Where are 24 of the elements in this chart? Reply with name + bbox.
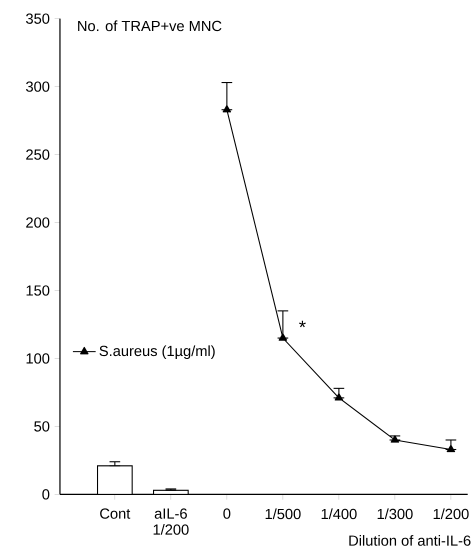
y-axis-title: No. of TRAP+ve MNC [78, 20, 222, 32]
y-tick-label: 250 [26, 149, 50, 160]
x-tick-label: 0 [224, 508, 230, 519]
x-tick-label: 1/200 [434, 508, 469, 520]
point [390, 435, 400, 443]
point [222, 104, 232, 112]
x-tick-label: aIL-6 1/200 [154, 508, 189, 535]
y-tick-label: 100 [26, 353, 50, 364]
y-tick-label: 0 [42, 489, 50, 500]
y-tick-label: 150 [26, 285, 50, 296]
y-tick-label: 50 [34, 421, 50, 432]
x-tick-label: 1/400 [322, 508, 357, 520]
y-tick-label: 200 [26, 217, 50, 228]
x-axis-title: Dilution of anti-IL-6 [349, 535, 471, 546]
point [334, 393, 344, 401]
x-tick-label: 1/500 [266, 508, 301, 520]
x-tick-label: Cont [100, 508, 130, 519]
y-tick-label: 300 [26, 81, 50, 92]
annotation: * [299, 320, 306, 328]
point [278, 333, 288, 341]
y-tick-label: 350 [26, 13, 50, 24]
point [446, 444, 456, 452]
legend-label: S.aureus (1µg/ml) [100, 345, 215, 359]
x-tick-label: 1/300 [378, 508, 413, 520]
